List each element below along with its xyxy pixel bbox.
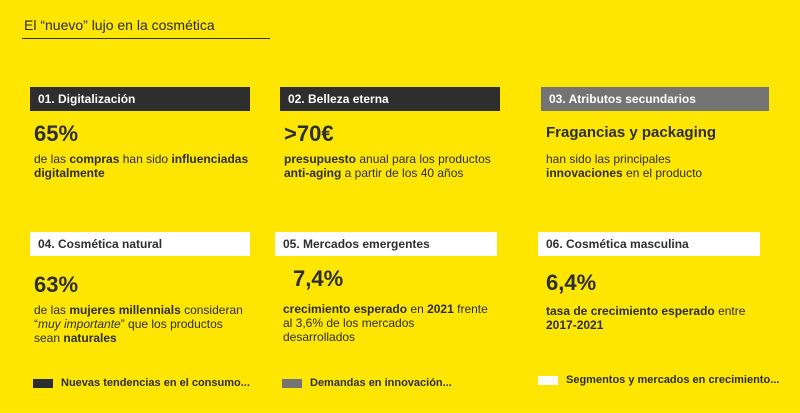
card-digitalizacion: 01. Digitalización 65% de las compras ha… (30, 87, 250, 180)
card-description: de las mujeres millennials consideran “m… (34, 303, 243, 345)
card-stat: 63% (34, 272, 79, 297)
card-stat: 65% (34, 121, 79, 146)
legend-swatch-grey (282, 378, 302, 388)
legend-swatch-black (33, 378, 53, 388)
legend-label: Demandas en innovación... (310, 377, 452, 389)
card-header: 05. Mercados emergentes (275, 232, 497, 256)
card-mercados-emergentes: 05. Mercados emergentes 7,4% crecimiento… (275, 232, 497, 344)
card-header: 01. Digitalización (30, 87, 250, 111)
legend-swatch-white (538, 375, 558, 385)
card-stat: Fragancias y packaging (546, 124, 717, 141)
card-description: crecimiento esperado en 2021 frente al 3… (283, 302, 488, 344)
page-title: El “nuevo” lujo en la cosmética (24, 17, 215, 33)
card-cosmetica-masculina: 06. Cosmética masculina 6,4% tasa de cre… (538, 232, 760, 332)
card-description: tasa de crecimiento esperado entre 2017-… (546, 304, 746, 332)
legend-label: Nuevas tendencias en el consumo... (61, 377, 250, 389)
card-header: 02. Belleza eterna (280, 87, 500, 111)
title-divider (22, 38, 270, 39)
card-description: de las compras han sido influenciadas di… (34, 152, 249, 180)
legend-item-nuevas-tendencias: Nuevas tendencias en el consumo... (33, 377, 250, 389)
legend-item-demandas-innovacion: Demandas en innovación... (282, 377, 452, 389)
card-header: 06. Cosmética masculina (538, 232, 760, 256)
card-stat: 6,4% (546, 270, 597, 295)
card-stat: >70€ (284, 121, 334, 146)
card-description: han sido las principales innovaciones en… (546, 152, 703, 180)
card-belleza-eterna: 02. Belleza eterna >70€ presupuesto anua… (280, 87, 500, 180)
card-description: presupuesto anual para los productos ant… (284, 152, 491, 180)
card-atributos-secundarios: 03. Atributos secundarios Fragancias y p… (541, 87, 769, 180)
legend-label: Segmentos y mercados en crecimiento... (566, 374, 780, 386)
card-header: 04. Cosmética natural (30, 232, 250, 256)
card-stat: 7,4% (293, 266, 344, 291)
legend-item-segmentos-mercados: Segmentos y mercados en crecimiento... (538, 374, 779, 386)
card-cosmetica-natural: 04. Cosmética natural 63% de las mujeres… (30, 232, 250, 345)
card-header: 03. Atributos secundarios (541, 87, 769, 111)
